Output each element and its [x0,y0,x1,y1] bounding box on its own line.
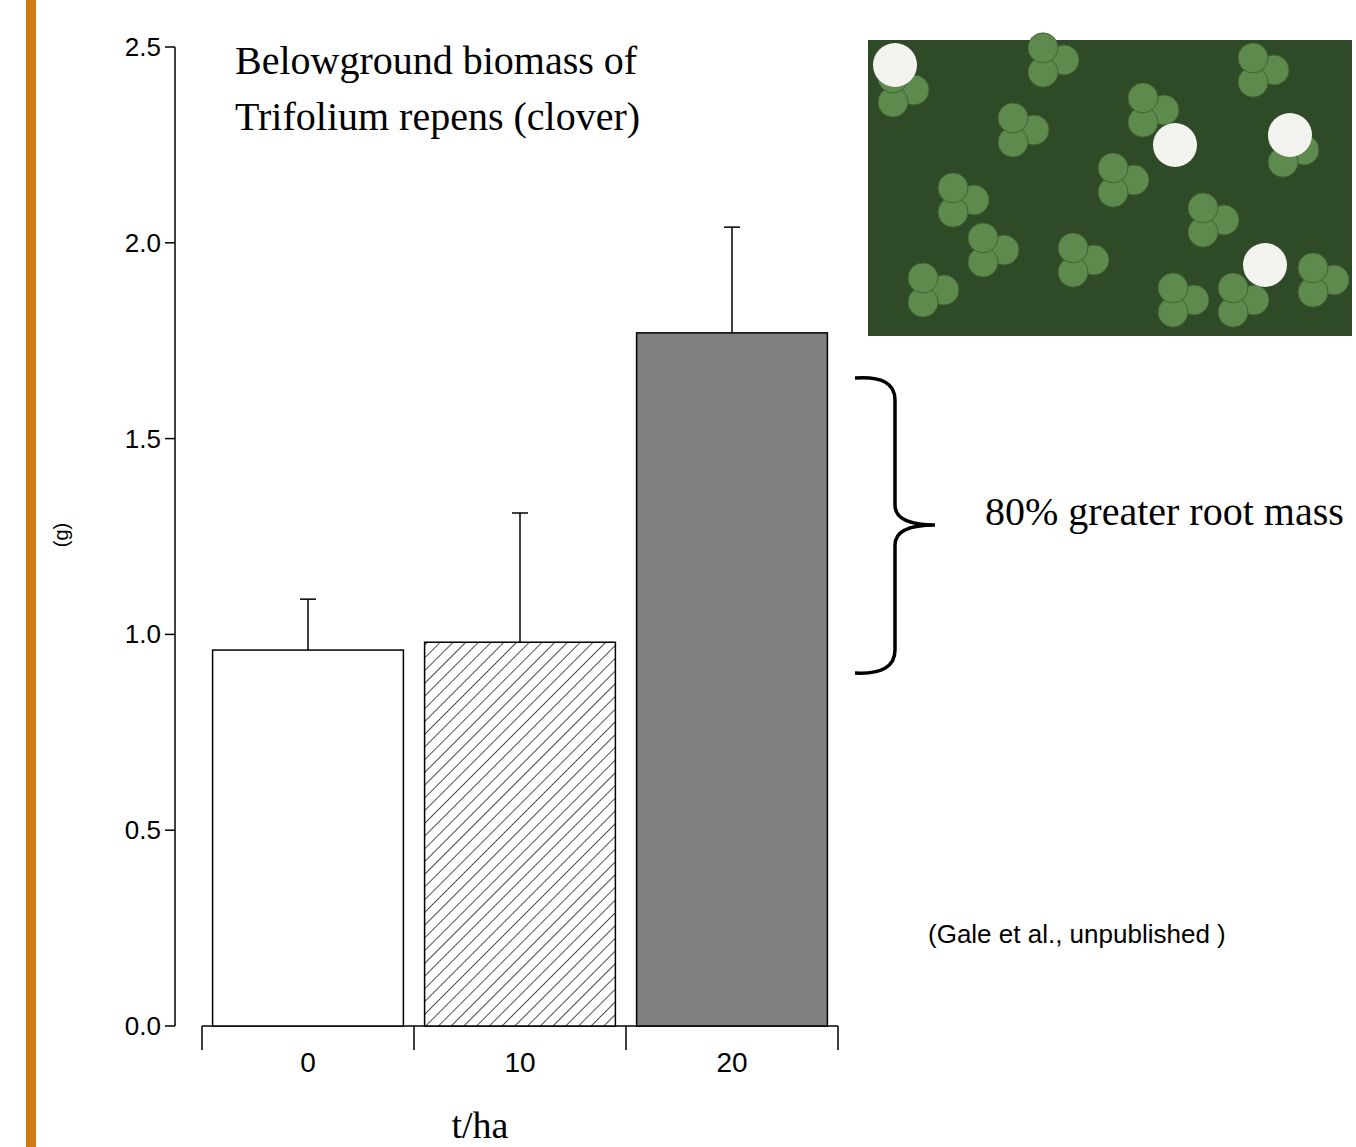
photo-leaf [1218,273,1248,303]
y-axis-title: (g) [50,523,72,547]
title-line: Belowground biomass of [235,38,638,83]
y-axis [174,47,176,1026]
photo-leaf [1158,273,1188,303]
error-cap [300,598,316,600]
error-cap [512,512,528,514]
bar [425,642,616,1026]
photo-leaf [968,223,998,253]
y-tick-label: 2.0 [125,228,161,258]
photo-leaf [908,263,938,293]
y-tick-label: 1.0 [125,619,161,649]
x-tick-separator [625,1026,627,1050]
photo-leaf [1298,253,1328,283]
x-tick-label: 20 [716,1047,747,1078]
photo-flower [1153,123,1197,167]
photo-leaf [1188,193,1218,223]
photo-leaf [1028,33,1058,63]
bracket [855,378,935,673]
x-tick-separator [413,1026,415,1050]
y-tick [165,829,175,831]
photo-leaf [1238,43,1268,73]
y-tick-label: 0.5 [125,815,161,845]
y-tick-label: 2.5 [125,32,161,62]
side-rule [26,0,36,1147]
photo-leaf [938,173,968,203]
bar [637,333,828,1026]
annotation-line: 80% greater root mass [985,489,1344,534]
citation: (Gale et al., unpublished ) [928,919,1226,949]
x-axis-title: t/ha [452,1104,509,1146]
y-tick [165,1025,175,1027]
photo-leaf [1058,233,1088,263]
photo-flower [873,43,917,87]
title: Belowground biomass of Trifolium repens (… [235,38,640,139]
y-tick [165,242,175,244]
photo-flower [1243,243,1287,287]
photo-bg [868,40,1352,336]
chart-root: 0.0 0.5 1.0 1.5 2.0 2.5 (g) 0 10 20 t/ha Belowgroun… [0,0,1356,1147]
bar [213,650,404,1026]
photo-leaf [1098,153,1128,183]
photo-leaf [1128,83,1158,113]
photo-flower [1268,113,1312,157]
x-tick-separator [837,1026,839,1050]
x-tick-separator [201,1026,203,1050]
y-tick-label: 1.5 [125,424,161,454]
x-tick-label: 10 [504,1047,535,1078]
photo-leaf [998,103,1028,133]
error-cap [724,226,740,228]
title-line: Trifolium repens (clover) [235,94,640,139]
annotation: 80% greater root mass [985,489,1344,534]
photo [868,33,1352,336]
y-tick [165,634,175,636]
y-tick [165,438,175,440]
y-tick-label: 0.0 [125,1011,161,1041]
x-tick-label: 0 [300,1047,316,1078]
y-tick [165,46,175,48]
